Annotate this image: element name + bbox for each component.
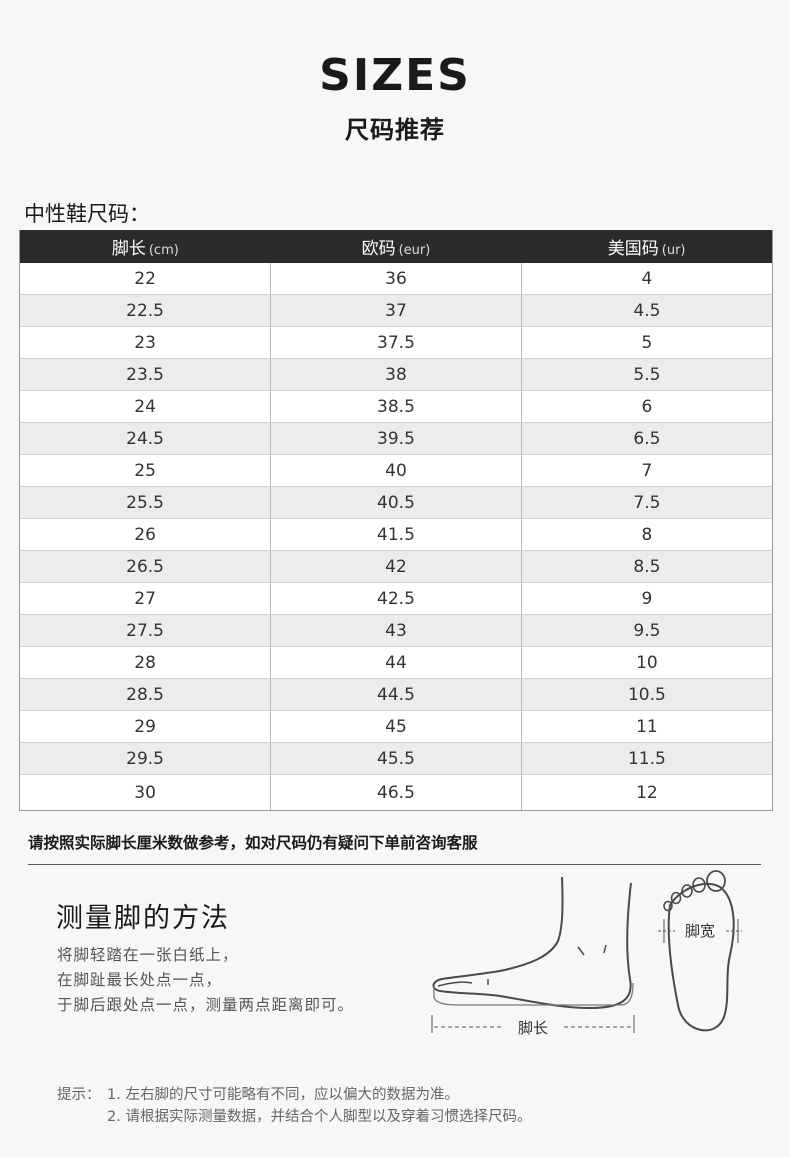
cell-us-size: 11.5 — [521, 742, 772, 775]
table-row: 26 41.5 8 — [20, 518, 772, 551]
measure-step-1: 将脚轻踏在一张白纸上， — [57, 946, 239, 964]
table-row: 25.5 40.5 7.5 — [20, 486, 772, 519]
table-row: 25 40 7 — [20, 454, 772, 487]
cell-eur-size: 41.5 — [270, 518, 522, 551]
section-label: 中性鞋尺码： — [24, 202, 150, 226]
cell-foot-length: 28.5 — [20, 678, 272, 711]
cell-foot-length: 29 — [20, 710, 272, 743]
cell-eur-size: 45.5 — [270, 742, 522, 775]
measure-step-3: 于脚后跟处点一点，测量两点距离即可。 — [57, 996, 355, 1014]
cell-us-size: 4.5 — [521, 294, 772, 327]
cell-us-size: 7.5 — [521, 486, 772, 519]
table-body: 22 36 4 22.5 37 4.5 23 37.5 5 23.5 38 5.5 24 38.5 6 24.… — [20, 263, 772, 810]
cell-foot-length: 27 — [20, 582, 272, 615]
cell-us-size: 9 — [521, 582, 772, 615]
cell-eur-size: 37.5 — [270, 326, 522, 359]
cell-foot-length: 25 — [20, 454, 272, 487]
cell-us-size: 12 — [521, 774, 772, 810]
table-row: 28 44 10 — [20, 646, 772, 679]
cell-foot-length: 29.5 — [20, 742, 272, 775]
measure-step-2: 在脚趾最长处点一点， — [57, 971, 223, 989]
cell-eur-size: 37 — [270, 294, 522, 327]
cell-foot-length: 25.5 — [20, 486, 272, 519]
cell-eur-size: 39.5 — [270, 422, 522, 455]
foot-side-outline — [432, 876, 632, 1010]
tips: 提示： 1. 左右脚的尺寸可能略有不同，应以偏大的数据为准。 2. 请根据实际测… — [57, 1084, 531, 1128]
cell-eur-size: 40.5 — [270, 486, 522, 519]
cell-foot-length: 22.5 — [20, 294, 272, 327]
cell-foot-length: 24.5 — [20, 422, 272, 455]
cell-eur-size: 46.5 — [270, 774, 522, 810]
header-foot-length: 脚长 (cm) — [20, 230, 271, 263]
cell-foot-length: 26.5 — [20, 550, 272, 583]
cell-eur-size: 44 — [270, 646, 522, 679]
table-row: 22.5 37 4.5 — [20, 294, 772, 327]
table-row: 28.5 44.5 10.5 — [20, 678, 772, 711]
tips-lead: 提示： — [57, 1087, 101, 1103]
cell-eur-size: 38.5 — [270, 390, 522, 423]
cell-eur-size: 36 — [270, 263, 522, 295]
cell-us-size: 8.5 — [521, 550, 772, 583]
cell-foot-length: 22 — [20, 263, 272, 295]
cell-us-size: 5 — [521, 326, 772, 359]
table-row: 26.5 42 8.5 — [20, 550, 772, 583]
cell-eur-size: 43 — [270, 614, 522, 647]
table-header-row: 脚长 (cm) 欧码 (eur) 美国码 (ur) — [20, 230, 772, 263]
table-row: 24 38.5 6 — [20, 390, 772, 423]
divider — [28, 864, 761, 865]
cell-us-size: 10.5 — [521, 678, 772, 711]
foot-measure-illustration: 脚长 脚宽 — [431, 870, 742, 1037]
header-us-size: 美国码 (ur) — [521, 230, 772, 263]
page-subtitle: 尺码推荐 — [345, 116, 445, 144]
table-row: 27.5 43 9.5 — [20, 614, 772, 647]
cell-us-size: 4 — [521, 263, 772, 295]
header-eur-size: 欧码 (eur) — [270, 230, 522, 263]
cell-foot-length: 26 — [20, 518, 272, 551]
cell-us-size: 8 — [521, 518, 772, 551]
cell-eur-size: 44.5 — [270, 678, 522, 711]
foot-sole-outline — [667, 882, 735, 1032]
cell-us-size: 7 — [521, 454, 772, 487]
cell-us-size: 6 — [521, 390, 772, 423]
cell-us-size: 6.5 — [521, 422, 772, 455]
cell-eur-size: 42 — [270, 550, 522, 583]
table-row: 23.5 38 5.5 — [20, 358, 772, 391]
cell-foot-length: 30 — [20, 774, 272, 810]
table-row: 29.5 45.5 11.5 — [20, 742, 772, 775]
size-table: 脚长 (cm) 欧码 (eur) 美国码 (ur) 22 36 4 22.5 37 4.5 23 3… — [19, 230, 773, 811]
cell-us-size: 9.5 — [521, 614, 772, 647]
cell-foot-length: 23 — [20, 326, 272, 359]
cell-foot-length: 27.5 — [20, 614, 272, 647]
foot-length-label: 脚长 — [518, 1019, 548, 1037]
cell-eur-size: 40 — [270, 454, 522, 487]
table-row: 24.5 39.5 6.5 — [20, 422, 772, 455]
tip-item-1: 1. 左右脚的尺寸可能略有不同，应以偏大的数据为准。 — [107, 1087, 459, 1103]
cell-us-size: 11 — [521, 710, 772, 743]
table-row: 23 37.5 5 — [20, 326, 772, 359]
size-note: 请按照实际脚长厘米数做参考，如对尺码仍有疑问下单前咨询客服 — [28, 834, 478, 852]
cell-eur-size: 45 — [270, 710, 522, 743]
cell-foot-length: 23.5 — [20, 358, 272, 391]
cell-foot-length: 28 — [20, 646, 272, 679]
cell-eur-size: 38 — [270, 358, 522, 391]
tip-item-2: 2. 请根据实际测量数据，并结合个人脚型以及穿着习惯选择尺码。 — [107, 1109, 532, 1125]
cell-eur-size: 42.5 — [270, 582, 522, 615]
table-row: 29 45 11 — [20, 710, 772, 743]
page-title: SIZES — [319, 50, 471, 101]
table-row: 27 42.5 9 — [20, 582, 772, 615]
table-row: 30 46.5 12 — [20, 774, 772, 810]
foot-width-label: 脚宽 — [685, 922, 715, 940]
cell-us-size: 5.5 — [521, 358, 772, 391]
measure-title: 测量脚的方法 — [56, 903, 230, 934]
table-row: 22 36 4 — [20, 263, 772, 295]
cell-us-size: 10 — [521, 646, 772, 679]
cell-foot-length: 24 — [20, 390, 272, 423]
